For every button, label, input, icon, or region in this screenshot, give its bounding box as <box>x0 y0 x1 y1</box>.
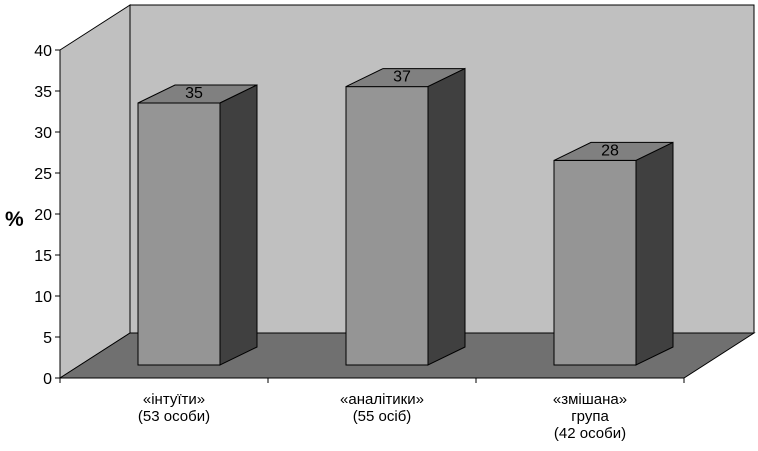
category-label: (42 особи) <box>554 425 626 442</box>
y-tick-label: 35 <box>34 84 52 101</box>
bar-side <box>427 67 466 366</box>
category-label: (55 осіб) <box>353 408 412 425</box>
category-label: «інтуїти» <box>143 391 205 408</box>
bar-side <box>635 141 674 366</box>
y-tick-label: 30 <box>34 125 52 142</box>
y-tick-label: 15 <box>34 248 52 265</box>
data-label: 35 <box>185 85 203 102</box>
bar <box>345 67 466 366</box>
y-tick-label: 20 <box>34 207 52 224</box>
y-tick-label: 40 <box>34 43 52 60</box>
y-tick-label: 0 <box>43 371 52 388</box>
category-label: «змішана» <box>553 391 627 408</box>
data-label: 28 <box>601 142 619 159</box>
bar <box>553 141 674 366</box>
bar-front <box>137 102 221 366</box>
data-label: 37 <box>393 69 411 86</box>
bar <box>137 84 258 366</box>
y-tick-label: 25 <box>34 166 52 183</box>
y-tick-label: 5 <box>43 330 52 347</box>
labels: 35 «інтуїти»(53 особи) 37 «аналітики»(55 ос… <box>138 69 627 442</box>
bars <box>137 67 674 366</box>
bar-front <box>553 159 637 366</box>
category-label: (53 особи) <box>138 408 210 425</box>
category-label: «аналітики» <box>340 391 424 408</box>
y-axis: 0 5 10 15 20 25 30 35 40 <box>34 43 685 388</box>
category-label: група <box>571 408 609 425</box>
y-axis-title: % <box>5 208 24 231</box>
bar-front <box>345 86 429 366</box>
side-wall <box>59 4 131 379</box>
bar-side <box>219 84 258 366</box>
y-tick-label: 10 <box>34 289 52 306</box>
